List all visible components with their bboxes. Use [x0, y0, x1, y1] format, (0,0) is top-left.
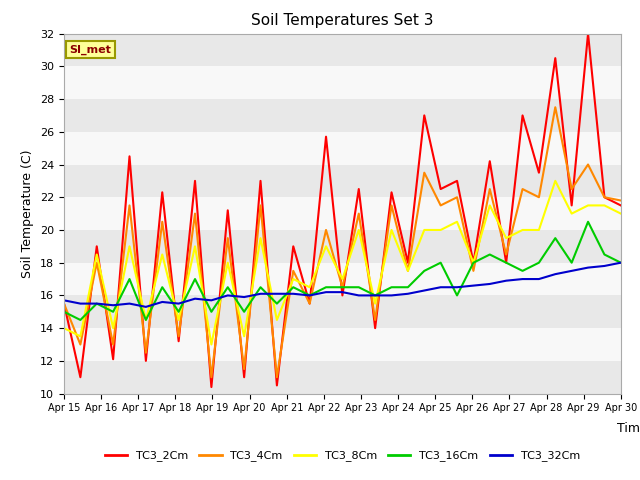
Bar: [64, 230, 621, 263]
Bar: [64, 361, 621, 394]
Bar: [64, 165, 621, 197]
Bar: [64, 66, 621, 99]
Text: SI_met: SI_met: [70, 44, 111, 55]
Bar: [64, 34, 621, 66]
Y-axis label: Soil Temperature (C): Soil Temperature (C): [22, 149, 35, 278]
Bar: [64, 328, 621, 361]
Bar: [64, 263, 621, 295]
Legend: TC3_2Cm, TC3_4Cm, TC3_8Cm, TC3_16Cm, TC3_32Cm: TC3_2Cm, TC3_4Cm, TC3_8Cm, TC3_16Cm, TC3…: [100, 446, 584, 466]
Bar: [64, 197, 621, 230]
Bar: [64, 132, 621, 165]
Bar: [64, 295, 621, 328]
Title: Soil Temperatures Set 3: Soil Temperatures Set 3: [251, 13, 434, 28]
Bar: [64, 99, 621, 132]
X-axis label: Time: Time: [616, 422, 640, 435]
